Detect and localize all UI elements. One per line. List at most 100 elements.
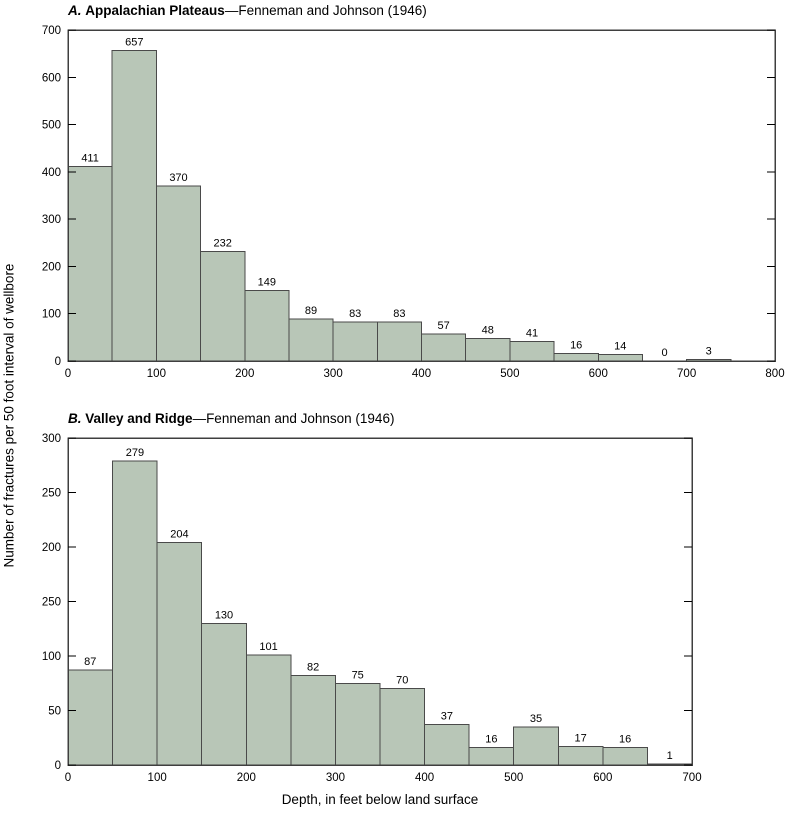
histogram-bar: [468, 747, 515, 766]
panel-b-source: —Fenneman and Johnson (1946): [192, 411, 395, 426]
x-tick-label: 500: [500, 368, 519, 380]
histogram-bar: [290, 675, 336, 766]
histogram-bar: [379, 688, 426, 766]
histogram-bar: [155, 185, 202, 362]
panel-a-plot: 411 657 370 232 149 89 83 83 57 48 41 16 14 0 3 0 100 200…: [42, 25, 785, 380]
x-tick-label: 100: [148, 772, 167, 784]
bar-value-label: 130: [215, 609, 233, 621]
bar-value-label: 35: [530, 713, 542, 725]
x-tick-label: 400: [415, 772, 434, 784]
histogram-bar: [421, 333, 467, 362]
histogram-bar: [334, 682, 381, 766]
bar-value-label: 16: [619, 734, 631, 746]
bar-value-label: 101: [259, 641, 277, 653]
x-tick-label: 400: [412, 368, 431, 380]
x-tick-label: 300: [326, 772, 345, 784]
y-tick-label: 100: [42, 651, 61, 663]
bar-value-label: 370: [169, 172, 187, 184]
panel-b-region-name: Valley and Ridge: [85, 411, 193, 426]
histogram-bar: [553, 352, 599, 362]
panel-b-plot: 87 279 204 130 101 82 75 70 37 16 35 17 16 1 0 50 100 250…: [42, 433, 702, 784]
panel-a-title: A. Appalachian Plateaus—Fenneman and Joh…: [68, 3, 427, 18]
panel-a-source: —Fenneman and Johnson (1946): [224, 3, 427, 18]
x-tick-label: 200: [237, 772, 256, 784]
bar-value-label: 411: [81, 153, 99, 165]
y-tick-label: 500: [42, 120, 61, 132]
y-tick-label: 0: [55, 356, 61, 368]
x-tick-label: 800: [765, 368, 784, 380]
bar-value-label: 41: [526, 328, 538, 340]
y-tick-label: 200: [42, 542, 61, 554]
histogram-bar: [67, 669, 114, 766]
y-tick-label: 100: [42, 309, 61, 321]
histogram-bar: [67, 166, 113, 362]
histogram-bar: [201, 622, 247, 766]
bar-value-label: 657: [125, 36, 143, 48]
y-tick-label: 200: [42, 261, 61, 273]
y-tick-label: 600: [42, 72, 61, 84]
x-tick-label: 600: [589, 368, 608, 380]
x-tick-label: 500: [504, 772, 523, 784]
y-tick-label: 50: [48, 706, 61, 718]
y-axis-label: Number of fractures per 50 foot interval…: [1, 263, 17, 568]
bar-value-label: 14: [614, 340, 626, 352]
y-tick-label: 400: [42, 167, 61, 179]
x-tick-label: 700: [677, 368, 696, 380]
histogram-bar: [288, 318, 334, 362]
bar-value-label: 89: [305, 305, 317, 317]
y-tick-label: 300: [42, 433, 61, 445]
histogram-bar: [156, 542, 203, 766]
histogram-bar: [597, 353, 643, 362]
panel-b-title: B. Valley and Ridge—Fenneman and Johnson…: [68, 411, 394, 426]
histogram-bar: [111, 49, 157, 362]
histogram-bar: [424, 724, 470, 766]
bar-value-label: 1: [667, 750, 673, 762]
histogram-bar: [513, 726, 559, 766]
x-tick-label: 200: [235, 368, 254, 380]
y-tick-label: 250: [42, 597, 61, 609]
x-tick-label: 600: [593, 772, 612, 784]
x-tick-label: 700: [682, 772, 701, 784]
histogram-bar: [376, 321, 422, 362]
histogram-bar: [602, 747, 649, 766]
histogram-bar: [200, 250, 246, 362]
histogram-bar: [332, 321, 378, 362]
bar-value-label: 48: [482, 324, 494, 336]
bar-value-label: 83: [349, 308, 361, 320]
bar-value-label: 37: [441, 711, 453, 723]
y-tick-label: 700: [42, 25, 61, 37]
plot-frame: [67, 29, 776, 362]
bar-value-label: 204: [170, 529, 188, 541]
bar-value-label: 70: [396, 675, 408, 687]
histogram-bar: [245, 654, 292, 766]
bar-value-label: 82: [307, 662, 319, 674]
bar-value-label: 83: [393, 308, 405, 320]
bar-value-label: 279: [126, 447, 144, 459]
y-tick-label: 250: [42, 488, 61, 500]
histogram-bar: [557, 746, 604, 766]
x-axis-label: Depth, in feet below land surface: [281, 792, 479, 807]
x-tick-label: 300: [324, 368, 343, 380]
bar-value-label: 149: [258, 277, 276, 289]
histogram-bar: [465, 337, 511, 362]
bar-value-label: 75: [352, 669, 364, 681]
bar-value-label: 16: [570, 339, 582, 351]
bar-value-label: 87: [84, 656, 96, 668]
bar-value-label: 17: [574, 733, 586, 745]
histogram-bar: [112, 460, 158, 766]
bar-value-label: 16: [485, 734, 497, 746]
y-tick-label: 0: [55, 760, 61, 772]
x-tick-label: 0: [65, 772, 71, 784]
histogram-bar: [509, 341, 555, 362]
x-tick-label: 100: [147, 368, 166, 380]
x-tick-label: 0: [65, 368, 71, 380]
bar-value-label: 57: [437, 320, 449, 332]
panel-a-letter: A.: [68, 3, 82, 18]
histogram-bar: [244, 290, 290, 362]
bar-value-label: 3: [706, 346, 712, 358]
y-tick-label: 300: [42, 214, 61, 226]
panel-a-region-name: Appalachian Plateaus: [85, 3, 225, 18]
bar-value-label: 0: [661, 347, 667, 359]
